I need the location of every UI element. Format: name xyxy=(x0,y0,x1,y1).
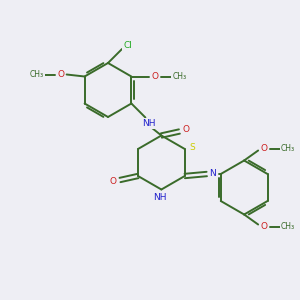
Text: O: O xyxy=(261,222,268,231)
Text: CH₃: CH₃ xyxy=(281,222,295,231)
Text: O: O xyxy=(183,125,190,134)
Text: CH₃: CH₃ xyxy=(281,144,295,153)
Text: Cl: Cl xyxy=(124,40,132,50)
Text: NH: NH xyxy=(153,193,166,202)
Text: NH: NH xyxy=(142,119,155,128)
Text: S: S xyxy=(189,142,195,152)
Text: O: O xyxy=(57,70,64,79)
Text: N: N xyxy=(209,169,216,178)
Text: O: O xyxy=(152,72,159,81)
Text: CH₃: CH₃ xyxy=(172,72,186,81)
Text: O: O xyxy=(261,144,268,153)
Text: O: O xyxy=(110,178,116,187)
Text: CH₃: CH₃ xyxy=(30,70,44,79)
